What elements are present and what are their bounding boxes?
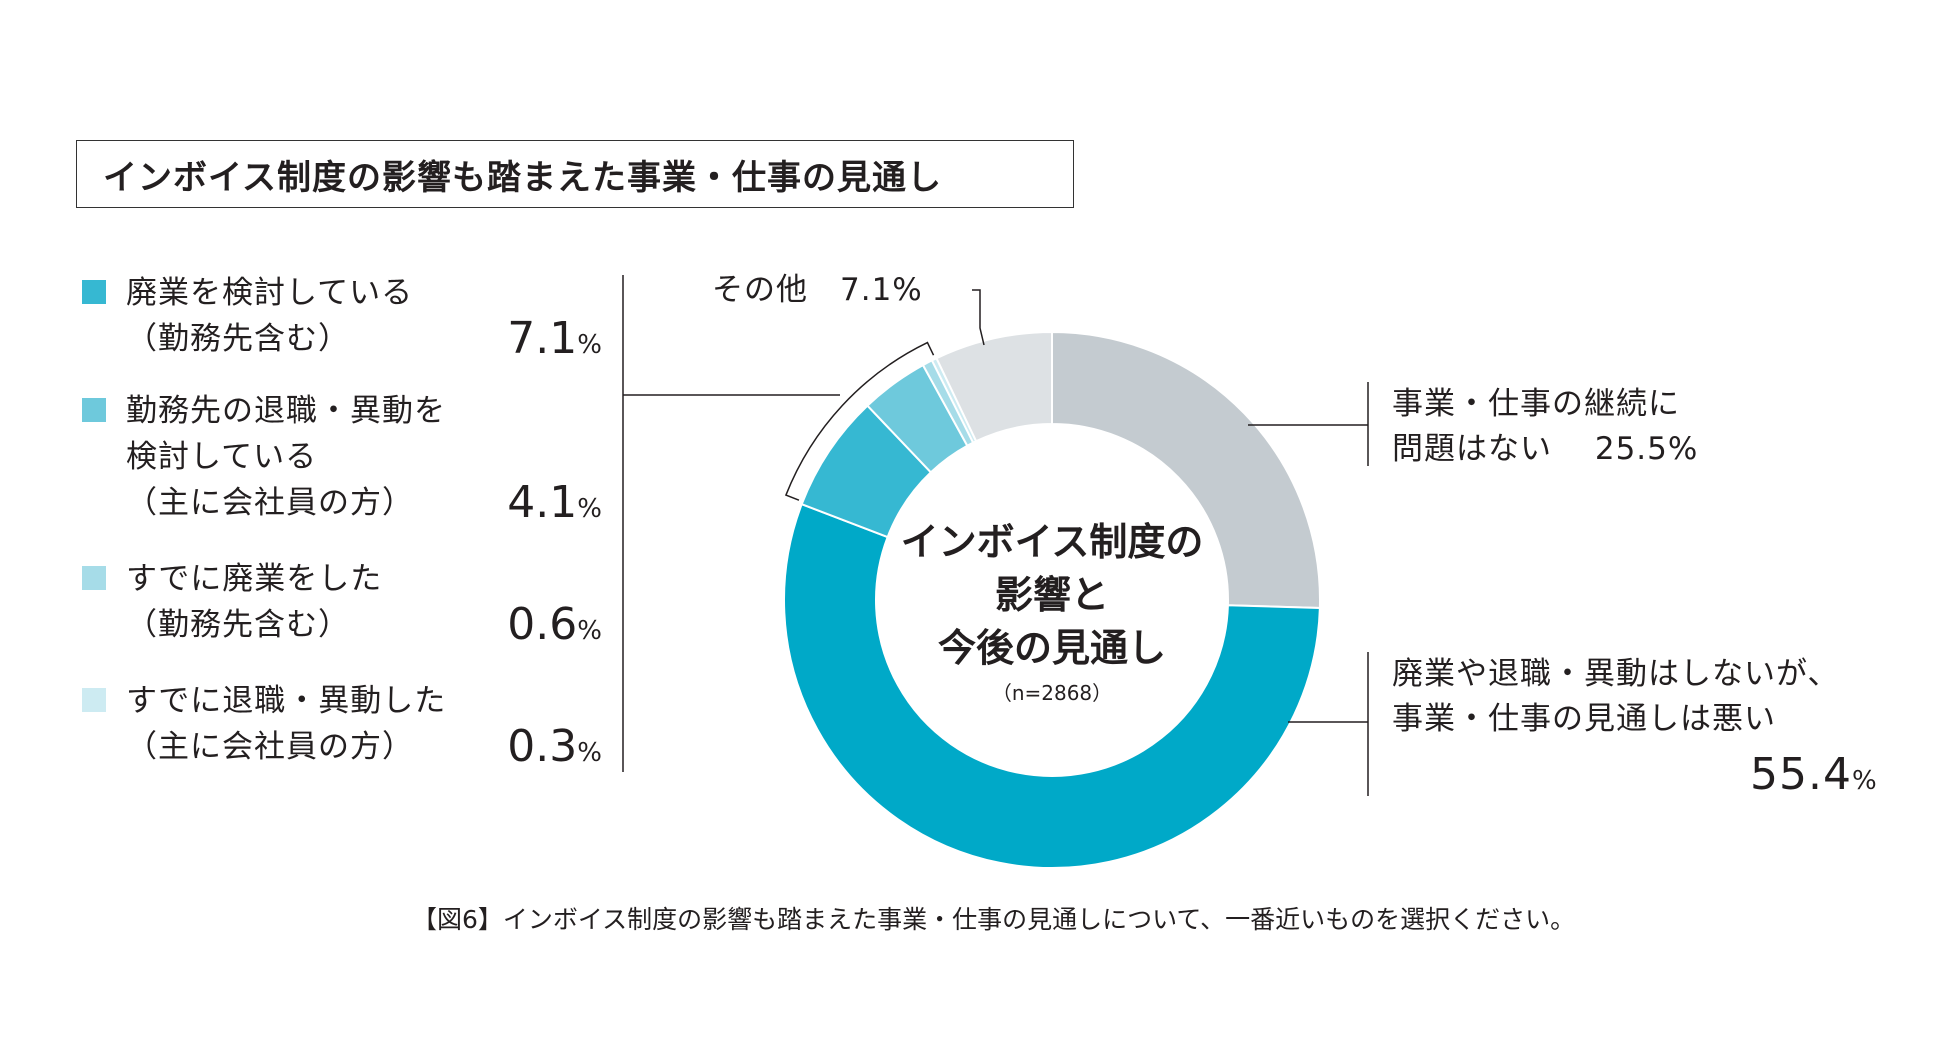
center-line2: 影響と bbox=[995, 573, 1109, 617]
callout-bad-value: 55.4% bbox=[1750, 749, 1878, 800]
donut-slices bbox=[783, 330, 1321, 869]
legend-swatch-considering-closure bbox=[82, 280, 106, 304]
callout-continue: 事業・仕事の継続に 問題はない 25.5% bbox=[1392, 386, 1699, 467]
center-line3: 今後の見通し bbox=[938, 626, 1166, 670]
callout-bad: 廃業や退職・異動はしないが、 事業・仕事の見通しは悪い bbox=[1392, 656, 1840, 737]
legend-item-left: すでに退職・異動した （主に会社員の方） 0.3% bbox=[82, 678, 602, 770]
legend-value: 4.1% bbox=[507, 477, 602, 528]
legend-swatch-left bbox=[82, 688, 106, 712]
leader-lines bbox=[622, 275, 1369, 796]
legend-value: 0.3% bbox=[507, 721, 602, 772]
legend-swatch-closed bbox=[82, 566, 106, 590]
legend-item-considering-closure: 廃業を検討している （勤務先含む） 7.1% bbox=[82, 270, 602, 362]
callout-other: その他 7.1% bbox=[712, 272, 923, 308]
legend-label: 勤務先の退職・異動を 検討している （主に会社員の方） bbox=[126, 393, 446, 521]
legend-item-considering-leave: 勤務先の退職・異動を 検討している （主に会社員の方） 4.1% bbox=[82, 388, 602, 526]
other-leader-line bbox=[972, 289, 985, 346]
legend-label: すでに廃業をした （勤務先含む） bbox=[126, 561, 383, 643]
chart-title: インボイス制度の影響も踏まえた事業・仕事の見通し bbox=[76, 140, 1074, 208]
donut-slice-other bbox=[935, 330, 1053, 443]
legend-label: すでに退職・異動した （主に会社員の方） bbox=[126, 683, 447, 765]
donut-slice-continue bbox=[1051, 330, 1321, 610]
center-n: （n=2868） bbox=[992, 681, 1112, 705]
legend-value: 0.6% bbox=[507, 599, 602, 650]
donut-slice-outlook_bad bbox=[783, 502, 1321, 869]
center-label: インボイス制度の 影響と 今後の見通し （n=2868） bbox=[901, 520, 1204, 705]
legend-swatch-considering-leave bbox=[82, 398, 106, 422]
small-slices-bracket bbox=[784, 341, 935, 501]
legend-value: 7.1% bbox=[507, 313, 602, 364]
figure-caption: 【図6】インボイス制度の影響も踏まえた事業・仕事の見通しについて、一番近いものを… bbox=[412, 905, 1576, 934]
legend-label: 廃業を検討している （勤務先含む） bbox=[126, 275, 414, 357]
center-line1: インボイス制度の bbox=[901, 520, 1204, 564]
legend-item-closed: すでに廃業をした （勤務先含む） 0.6% bbox=[82, 556, 602, 648]
